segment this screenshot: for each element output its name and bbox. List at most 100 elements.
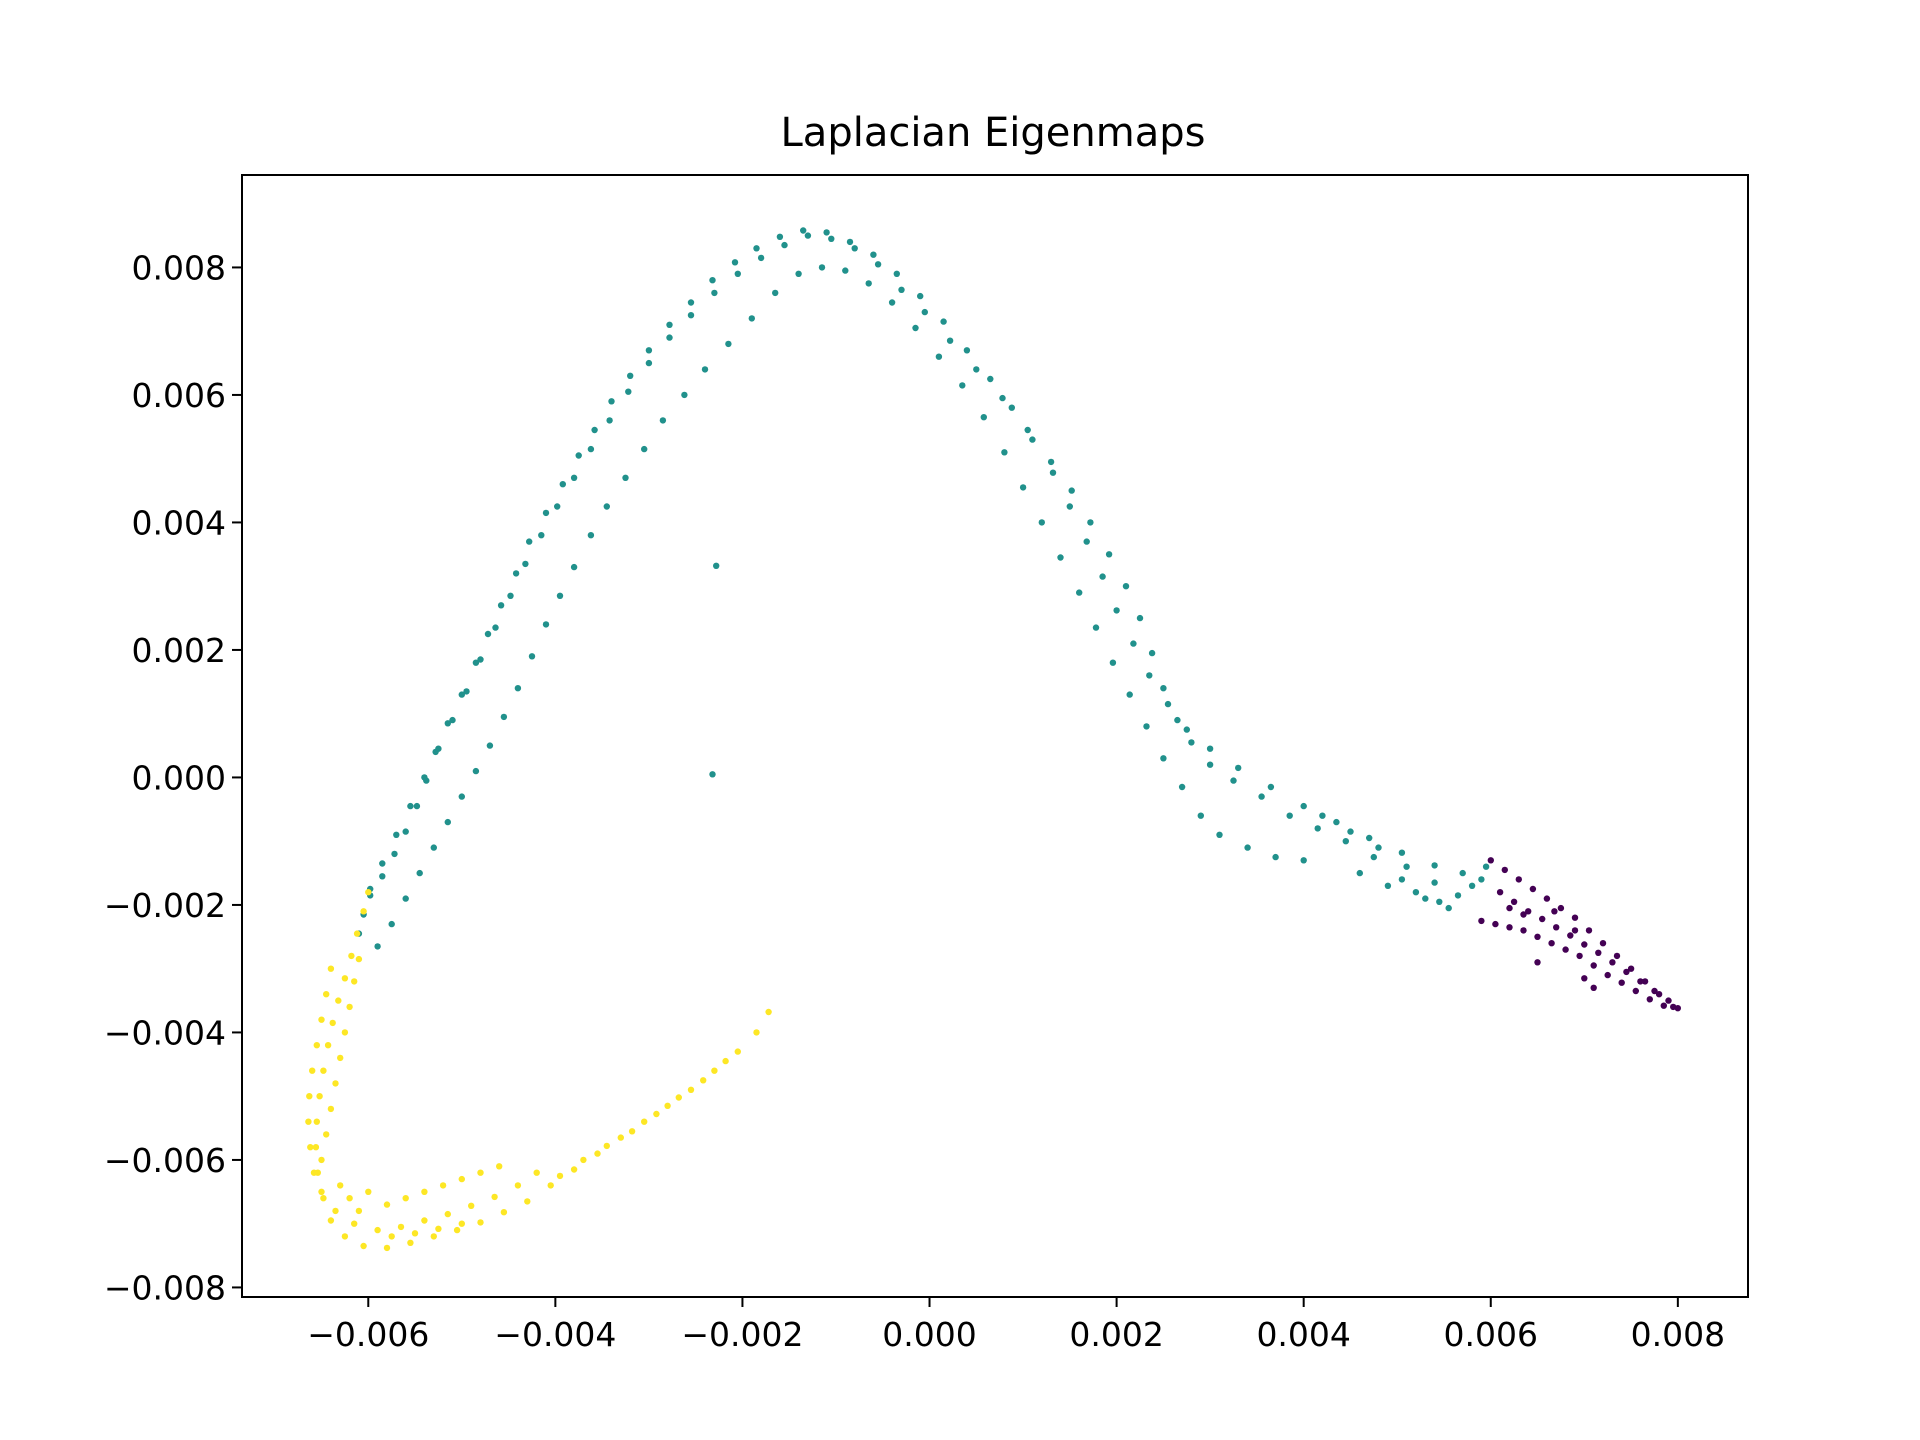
- data-point: [606, 417, 613, 424]
- data-point: [748, 315, 755, 322]
- data-point: [346, 1003, 353, 1011]
- data-point: [1272, 853, 1279, 861]
- data-point: [1068, 487, 1075, 494]
- data-point: [351, 978, 358, 985]
- x-tick-label: −0.004: [494, 1315, 616, 1354]
- data-point: [776, 233, 784, 240]
- data-point: [1136, 614, 1144, 622]
- data-point: [1216, 831, 1223, 838]
- y-tick-label: 0.006: [132, 376, 226, 415]
- data-point: [430, 844, 437, 851]
- data-point: [1623, 968, 1630, 976]
- data-point: [320, 1067, 327, 1074]
- data-point: [1300, 857, 1307, 864]
- data-point: [316, 1093, 323, 1100]
- data-point: [351, 1220, 358, 1227]
- data-point: [430, 1233, 437, 1240]
- data-point: [1525, 908, 1532, 915]
- data-point: [374, 943, 381, 950]
- data-point: [1445, 904, 1452, 912]
- data-point: [524, 1198, 531, 1205]
- data-point: [1520, 911, 1527, 918]
- data-point: [413, 802, 421, 810]
- data-point: [701, 366, 709, 373]
- data-point: [898, 286, 905, 293]
- data-point: [713, 562, 720, 569]
- data-point: [421, 1217, 428, 1224]
- data-point: [365, 1188, 372, 1196]
- data-point: [1665, 997, 1672, 1004]
- data-point: [594, 1150, 601, 1157]
- data-point: [1174, 716, 1181, 724]
- data-point: [496, 1163, 503, 1170]
- data-point: [1267, 783, 1275, 791]
- data-point: [1487, 857, 1495, 864]
- data-point: [1506, 924, 1513, 931]
- data-point: [709, 771, 716, 778]
- data-point: [526, 538, 533, 545]
- data-point: [711, 1067, 718, 1074]
- data-point: [1567, 932, 1574, 939]
- data-point: [1057, 554, 1064, 561]
- data-point: [575, 452, 582, 459]
- data-point: [360, 908, 367, 915]
- data-point: [512, 570, 520, 577]
- data-point: [411, 1230, 419, 1237]
- data-point: [1478, 917, 1485, 925]
- data-point: [912, 324, 919, 332]
- data-point: [1468, 882, 1476, 889]
- data-point: [823, 229, 830, 236]
- data-point: [435, 1225, 442, 1233]
- data-point: [453, 1226, 461, 1234]
- data-point: [1482, 863, 1490, 870]
- data-point: [458, 793, 465, 800]
- data-point: [608, 398, 615, 405]
- data-point: [1562, 946, 1569, 953]
- data-point: [374, 1226, 381, 1234]
- data-point: [309, 1067, 316, 1074]
- data-point: [1384, 882, 1392, 889]
- data-point: [1258, 793, 1265, 800]
- data-point: [1436, 898, 1443, 905]
- data-point: [1599, 940, 1607, 947]
- data-point: [327, 1217, 335, 1224]
- data-point: [1001, 449, 1008, 456]
- data-point: [327, 965, 335, 972]
- data-point: [1613, 952, 1621, 960]
- data-point: [458, 1220, 465, 1227]
- data-point: [734, 270, 741, 277]
- plot-frame: [241, 174, 1749, 1298]
- data-point: [709, 277, 716, 284]
- data-point: [959, 382, 966, 389]
- data-point: [865, 280, 872, 287]
- data-point: [538, 532, 545, 539]
- data-point: [765, 1008, 772, 1016]
- data-point: [681, 391, 688, 399]
- data-point: [1548, 940, 1555, 947]
- data-point: [1092, 624, 1100, 631]
- data-point: [458, 691, 465, 698]
- data-point: [1148, 649, 1156, 657]
- data-point: [477, 1219, 484, 1226]
- y-tick-label: 0.000: [132, 758, 226, 797]
- data-point: [365, 889, 372, 896]
- data-point: [846, 238, 854, 246]
- data-point: [1641, 978, 1649, 985]
- y-tick-label: −0.004: [104, 1013, 226, 1052]
- data-point: [653, 1110, 660, 1118]
- data-point: [963, 347, 971, 354]
- x-tick-label: 0.000: [882, 1315, 976, 1354]
- data-point: [1366, 834, 1373, 842]
- data-point: [391, 850, 398, 858]
- y-tick-label: −0.008: [104, 1268, 226, 1307]
- data-point: [1492, 920, 1499, 928]
- data-point: [987, 375, 994, 383]
- data-point: [416, 869, 423, 877]
- data-point: [1019, 484, 1027, 491]
- data-point: [1651, 987, 1658, 995]
- data-point: [1047, 458, 1055, 466]
- data-point: [388, 1233, 395, 1240]
- data-point: [397, 1223, 405, 1231]
- data-point: [379, 860, 386, 867]
- data-point: [842, 267, 849, 274]
